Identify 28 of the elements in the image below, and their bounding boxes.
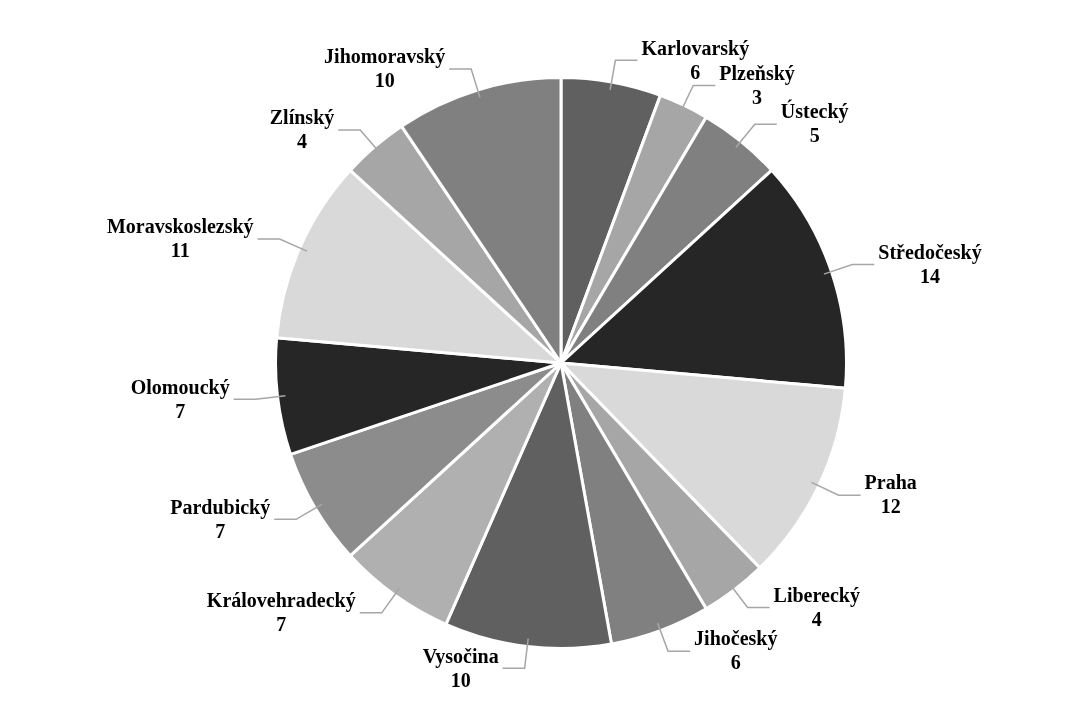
- data-label: 10: [450, 668, 471, 691]
- data-label: 7: [276, 613, 287, 636]
- slice-label: Zlínský: [269, 106, 335, 130]
- slice-label: Karlovarský: [641, 36, 750, 60]
- data-label: 3: [752, 85, 763, 108]
- slice-label: Vysočina: [422, 644, 499, 668]
- data-label: 7: [175, 399, 186, 422]
- slice-label: Plzeňský: [719, 61, 795, 85]
- slice-label: Pardubický: [170, 495, 271, 519]
- data-label: 4: [297, 130, 308, 153]
- data-label: 6: [690, 60, 701, 83]
- data-label: 7: [215, 519, 226, 542]
- data-label: 11: [170, 239, 190, 262]
- slice-label: Olomoucký: [130, 375, 230, 399]
- slice-label: Praha: [864, 471, 917, 494]
- slice-label: Moravskoslezský: [106, 215, 254, 239]
- data-label: 12: [880, 495, 901, 518]
- slice-label: Královehradecký: [206, 589, 356, 613]
- slice-label: Jihočeský: [694, 627, 778, 651]
- data-label: 10: [374, 69, 395, 92]
- data-label: 14: [919, 264, 940, 287]
- data-label: 4: [811, 607, 822, 630]
- data-label: 6: [730, 651, 741, 674]
- slice-label: Liberecký: [773, 583, 860, 607]
- slice-label: Středočeský: [878, 240, 982, 264]
- slice-label: Jihomoravský: [324, 45, 446, 69]
- data-label: 5: [809, 124, 820, 147]
- slice-label: Ústecký: [780, 99, 849, 124]
